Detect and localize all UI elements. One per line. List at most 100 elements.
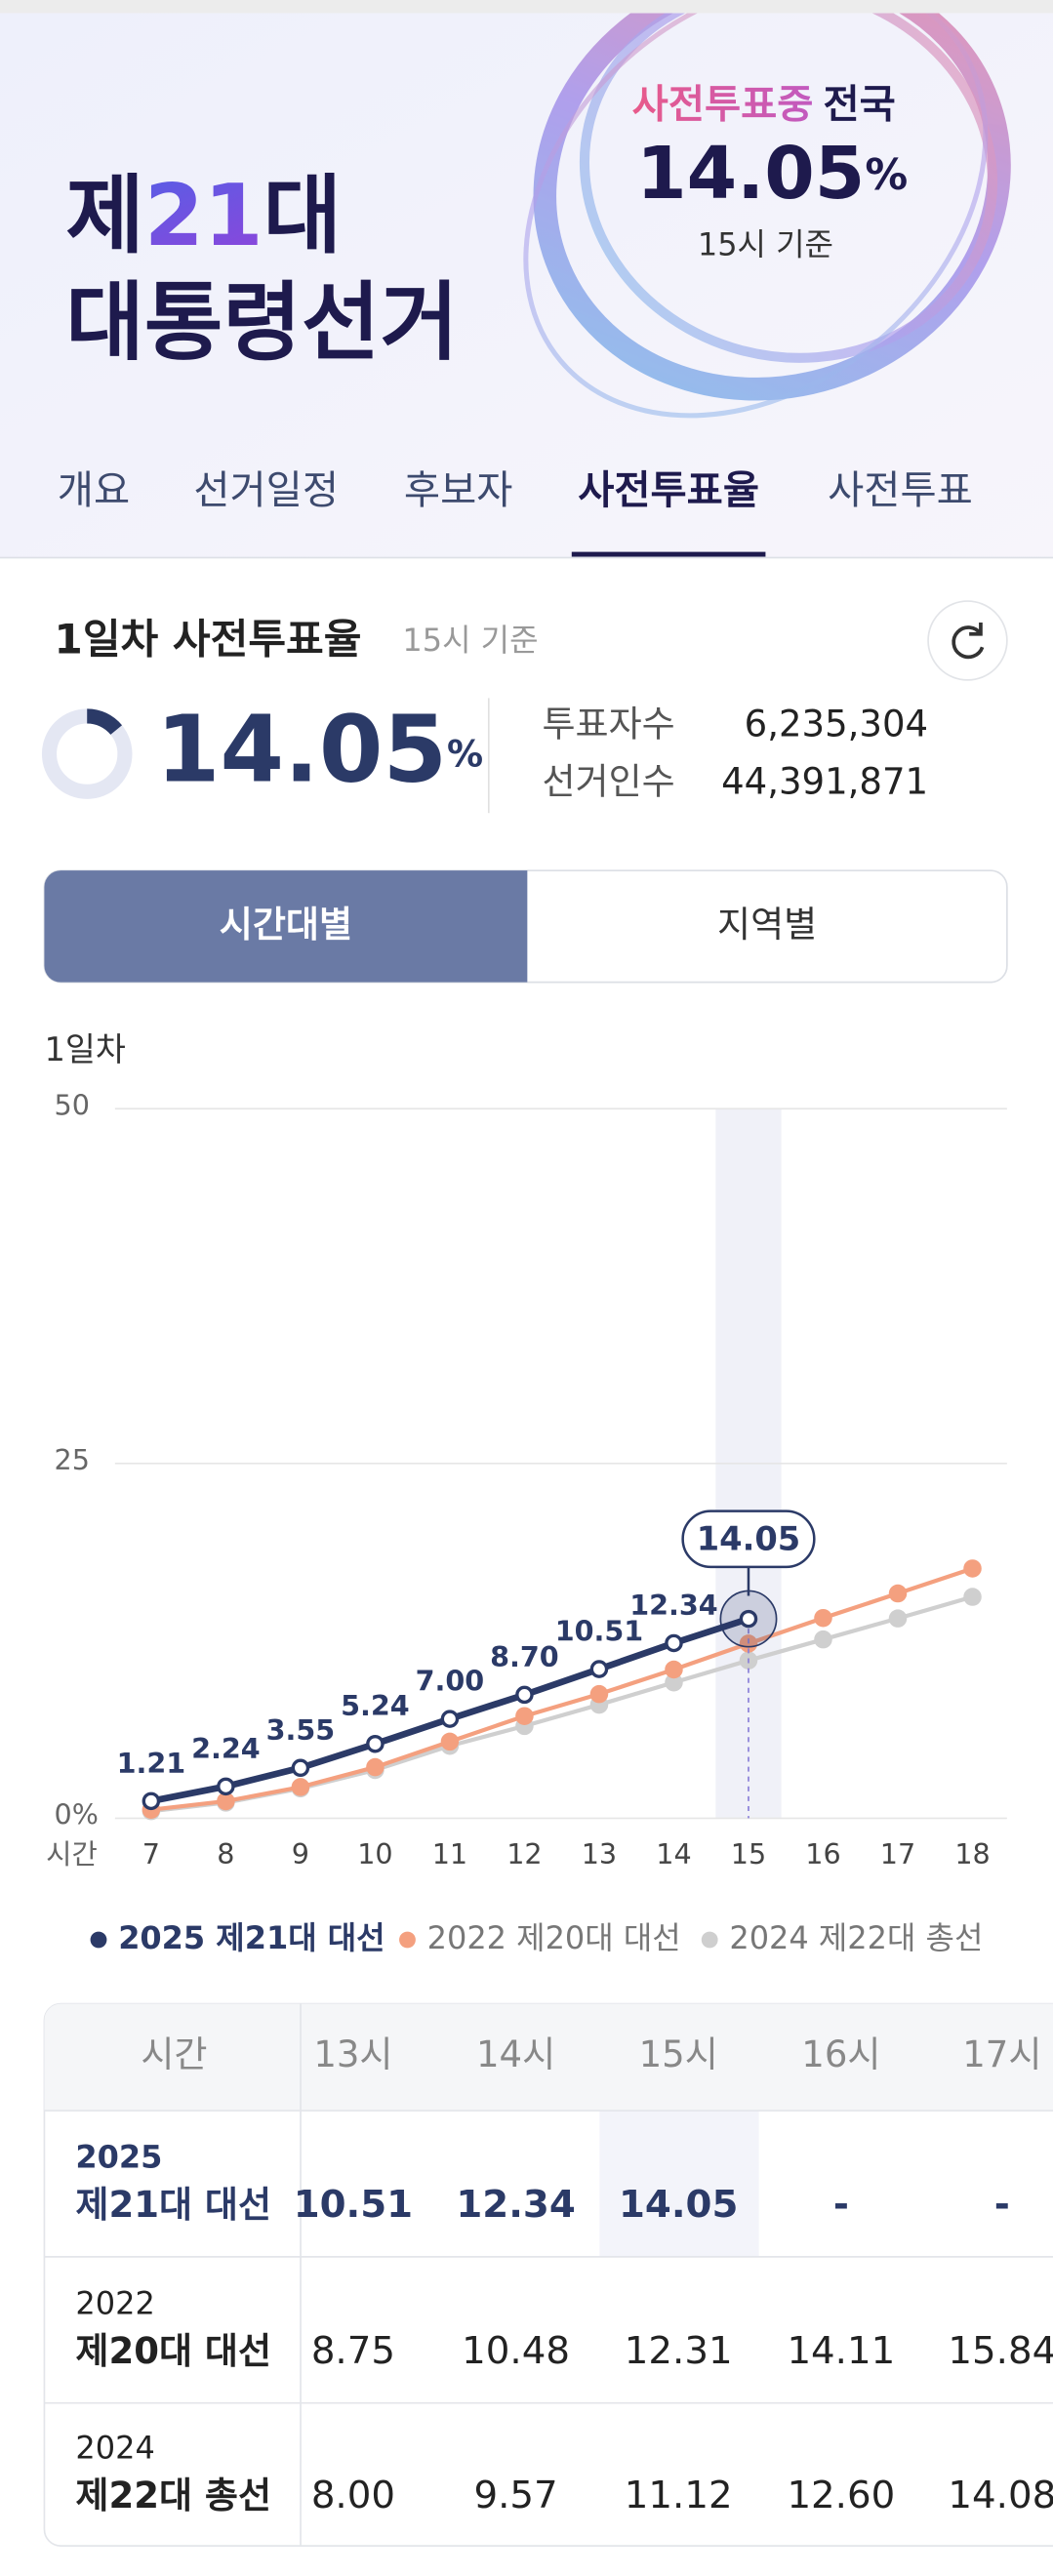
point bbox=[739, 1609, 758, 1629]
tab[interactable]: 사전투표 bbox=[828, 467, 973, 513]
summary-basis: 15시 기준 bbox=[402, 622, 538, 659]
voters-value: 6,235,304 bbox=[745, 704, 928, 745]
summary-rate-value: 14.05 bbox=[156, 697, 447, 803]
table-header: 17시 bbox=[962, 2033, 1041, 2075]
point bbox=[963, 1559, 982, 1578]
point bbox=[739, 1634, 758, 1653]
tab-underline bbox=[571, 551, 766, 557]
summary-rate: 14.05% bbox=[156, 697, 483, 803]
point bbox=[888, 1609, 908, 1628]
point bbox=[515, 1707, 534, 1725]
tab[interactable]: 개요 bbox=[58, 467, 130, 513]
legend-label: 2024 제22대 총선 bbox=[729, 1919, 983, 1956]
voters-label: 투표자수 bbox=[542, 704, 674, 745]
badge-label: 사전투표중 전국 bbox=[632, 81, 896, 127]
x-tick-label: 9 bbox=[292, 1837, 309, 1871]
y-tick-label: 25 bbox=[55, 1443, 90, 1476]
x-tick-label: 8 bbox=[217, 1837, 234, 1871]
electorate-value: 44,391,871 bbox=[721, 760, 928, 802]
point bbox=[665, 1633, 683, 1653]
row-year: 2024 bbox=[75, 2430, 154, 2467]
data-label: 1.21 bbox=[117, 1747, 186, 1780]
summary-unit: % bbox=[447, 733, 483, 775]
chart-subtitle: 1일차 bbox=[44, 1030, 125, 1068]
table-cell: 9.57 bbox=[473, 2474, 557, 2517]
x-tick-label: 14 bbox=[656, 1837, 691, 1871]
data-label: 14.05 bbox=[697, 1519, 800, 1557]
tab[interactable]: 선거일정 bbox=[193, 467, 339, 513]
x-axis-label: 시간 bbox=[46, 1837, 98, 1871]
badge-unit: % bbox=[865, 150, 908, 200]
point bbox=[217, 1791, 235, 1811]
badge-basis: 15시 기준 bbox=[698, 225, 833, 262]
divider bbox=[487, 698, 490, 814]
data-label: 3.55 bbox=[266, 1713, 336, 1747]
summary-title: 1일차 사전투표율 bbox=[55, 616, 362, 664]
legend-dot bbox=[399, 1931, 416, 1949]
divider bbox=[0, 556, 1053, 559]
cell-highlight bbox=[599, 2111, 759, 2257]
badge-rate: 14.05% bbox=[636, 131, 908, 215]
segment-active[interactable] bbox=[44, 870, 528, 983]
badge-status: 사전투표중 bbox=[632, 81, 814, 127]
row-name: 제20대 대선 bbox=[75, 2330, 271, 2372]
point bbox=[142, 1791, 161, 1811]
tab[interactable]: 사전투표율 bbox=[578, 467, 759, 513]
tab[interactable]: 후보자 bbox=[404, 467, 512, 513]
data-label: 10.51 bbox=[555, 1615, 644, 1648]
badge-rate-value: 14.05 bbox=[636, 131, 865, 215]
legend-label: 2022 제20대 대선 bbox=[427, 1919, 681, 1956]
point bbox=[515, 1685, 534, 1705]
table-cell: - bbox=[994, 2183, 1010, 2227]
donut-progress bbox=[41, 708, 133, 799]
point bbox=[217, 1777, 235, 1796]
series-line bbox=[150, 1566, 974, 1812]
table-header: 13시 bbox=[313, 2033, 392, 2075]
x-tick-label: 12 bbox=[506, 1837, 542, 1871]
y-tick-label: 0% bbox=[55, 1798, 99, 1831]
data-label: 2.24 bbox=[191, 1732, 261, 1765]
point bbox=[291, 1758, 310, 1778]
header-title: 대통령선거 bbox=[65, 273, 459, 373]
x-tick-label: 18 bbox=[954, 1837, 990, 1871]
legend-label: 2025 제21대 대선 bbox=[118, 1919, 385, 1956]
legend-dot bbox=[90, 1931, 107, 1949]
table-cell: 12.60 bbox=[787, 2474, 895, 2517]
row-year: 2025 bbox=[75, 2139, 162, 2176]
data-label: 12.34 bbox=[629, 1589, 718, 1622]
table-header-bg bbox=[44, 2003, 1053, 2112]
segment-label[interactable]: 지역별 bbox=[717, 904, 817, 946]
table-cell: 8.75 bbox=[311, 2329, 395, 2373]
point bbox=[440, 1710, 460, 1728]
table-header: 16시 bbox=[801, 2033, 880, 2075]
header-title: 제21대 bbox=[65, 166, 342, 265]
data-label: 8.70 bbox=[490, 1640, 559, 1673]
point bbox=[814, 1608, 832, 1628]
point bbox=[440, 1732, 460, 1751]
row-name: 제22대 총선 bbox=[75, 2475, 271, 2516]
x-tick-label: 7 bbox=[142, 1837, 160, 1871]
title-part: 제 bbox=[65, 166, 144, 265]
legend-dot bbox=[701, 1931, 718, 1949]
point bbox=[589, 1660, 609, 1678]
x-tick-label: 13 bbox=[582, 1837, 617, 1871]
refresh-icon bbox=[952, 622, 985, 660]
badge-scope: 전국 bbox=[824, 81, 896, 127]
point bbox=[589, 1684, 609, 1704]
point bbox=[888, 1584, 908, 1603]
y-tick-label: 50 bbox=[55, 1089, 90, 1122]
x-tick-label: 17 bbox=[880, 1837, 915, 1871]
row-year: 2022 bbox=[75, 2285, 154, 2322]
electorate-label: 선거인수 bbox=[542, 760, 674, 802]
data-label: 7.00 bbox=[416, 1665, 485, 1698]
x-tick-label: 10 bbox=[357, 1837, 392, 1871]
table-cell: 11.12 bbox=[625, 2474, 733, 2517]
table-cell: 14.08 bbox=[948, 2474, 1053, 2517]
table-header: 시간 bbox=[141, 2033, 207, 2075]
title-part: 대 bbox=[263, 166, 343, 265]
refresh-button[interactable] bbox=[927, 600, 1008, 681]
table-cell: 12.34 bbox=[456, 2183, 575, 2227]
segment-label[interactable]: 시간대별 bbox=[220, 904, 352, 946]
table-cell: 8.00 bbox=[311, 2474, 395, 2517]
table-cell: 10.51 bbox=[294, 2183, 413, 2227]
